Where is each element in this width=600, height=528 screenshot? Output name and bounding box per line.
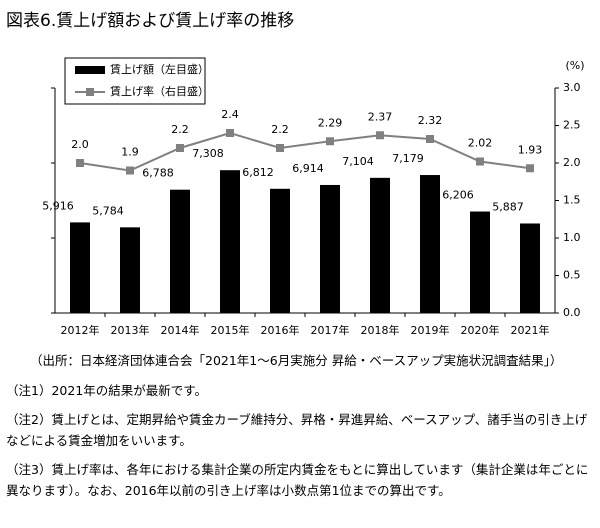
bar-label: 7,179 — [392, 152, 424, 165]
bar — [70, 222, 90, 313]
line-marker — [176, 144, 184, 152]
legend-label: 賃上げ率（右目盛） — [110, 84, 209, 98]
bar — [370, 177, 390, 313]
legend-swatch — [75, 66, 105, 74]
y2-unit: (%) — [565, 59, 584, 72]
bar-label: 5,784 — [92, 204, 124, 217]
x-tick-label: 2019年 — [411, 323, 450, 337]
bar-label: 7,104 — [342, 155, 374, 168]
bar-label: 7,308 — [192, 147, 224, 160]
bar-label: 5,887 — [492, 200, 524, 213]
y2-tick-label: 1.0 — [563, 231, 581, 244]
x-tick-label: 2015年 — [211, 323, 250, 337]
y2-tick-label: 1.5 — [563, 194, 581, 207]
line-label: 2.2 — [171, 123, 189, 136]
x-tick-label: 2014年 — [161, 323, 200, 337]
legend-box — [64, 57, 206, 105]
bar-label: 6,914 — [292, 162, 324, 175]
note: （注3）賃上げ率は、各年における集計企業の所定内賃金をもとに算出しています（集計… — [6, 462, 589, 498]
bar-label: 6,812 — [242, 166, 274, 179]
line-label: 2.02 — [468, 137, 493, 150]
line-marker — [76, 159, 84, 167]
line-label: 1.9 — [121, 146, 139, 159]
line-marker — [126, 166, 134, 175]
bar-label: 5,916 — [42, 199, 74, 212]
line-label: 2.29 — [318, 116, 343, 129]
line-marker — [526, 164, 534, 173]
bar — [520, 223, 540, 313]
line-marker — [226, 129, 234, 137]
bar-label: 6,206 — [442, 189, 474, 202]
y2-tick-label: 2.5 — [563, 119, 581, 132]
x-tick-label: 2020年 — [461, 323, 500, 337]
x-tick-label: 2016年 — [261, 323, 300, 337]
x-tick-label: 2018年 — [361, 323, 400, 337]
line-marker — [426, 135, 434, 143]
notes: （注1）2021年の結果が最新です。 （注2）賃上げとは、定期昇給や賃金カーブ維… — [6, 380, 594, 509]
y2-tick-label: 3.0 — [563, 81, 581, 94]
bar — [320, 184, 340, 313]
line-label: 1.93 — [518, 143, 543, 156]
x-tick-label: 2013年 — [111, 323, 150, 337]
source: （出所：日本経済団体連合会「2021年1～6月実施分 昇給・ベースアップ実施状況… — [30, 353, 563, 368]
note: （注1）2021年の結果が最新です。 — [6, 383, 208, 398]
line-marker — [326, 137, 334, 146]
x-tick-label: 2017年 — [311, 323, 350, 337]
x-tick-label: 2012年 — [61, 323, 100, 337]
y2-tick-label: 0.5 — [563, 269, 581, 282]
y2-tick-label: 0.0 — [563, 306, 581, 319]
legend-swatch — [86, 88, 94, 96]
line-label: 2.32 — [418, 114, 443, 127]
line-marker — [276, 144, 284, 152]
legend-label: 賃上げ額（左目盛） — [110, 62, 209, 76]
title: 図表6.賃上げ額および賃上げ率の推移 — [6, 11, 295, 31]
line — [79, 131, 531, 172]
line-marker — [376, 131, 384, 140]
y2-tick-label: 2.0 — [563, 156, 581, 169]
line-label: 2.4 — [221, 108, 239, 121]
line-label: 2.37 — [368, 110, 393, 123]
bar-label: 6,788 — [142, 167, 174, 180]
x-tick-label: 2021年 — [511, 323, 550, 337]
bar — [470, 211, 490, 313]
bar — [170, 189, 190, 313]
bar — [220, 170, 240, 313]
bar — [420, 175, 440, 313]
chart: (%) 0.0 0.5 1.0 1.5 2.0 2.5 3.0 2012年 2013年 2014年… — [42, 57, 585, 337]
line-label: 2.2 — [271, 123, 289, 136]
line-marker — [476, 157, 484, 166]
note: （注2）賃上げとは、定期昇給や賃金カーブ維持分、昇格・昇進昇給、ベースアップ、諸… — [6, 412, 588, 448]
bar — [270, 188, 290, 313]
bar — [120, 227, 140, 313]
line-label: 2.0 — [71, 138, 89, 151]
